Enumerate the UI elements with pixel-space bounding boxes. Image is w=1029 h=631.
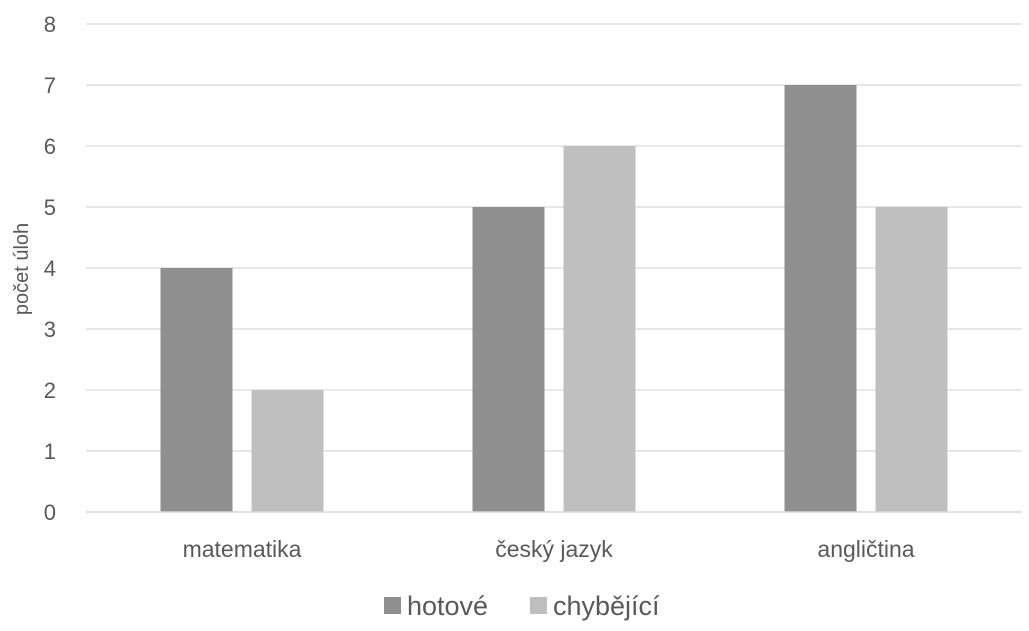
bar-chybějící-český jazyk xyxy=(563,146,636,512)
legend: hotové chybějící xyxy=(384,591,660,621)
y-tick-label: 5 xyxy=(44,195,56,220)
x-category-label: matematika xyxy=(183,536,302,562)
gridlines xyxy=(86,23,1022,452)
legend-swatch-hotové xyxy=(384,597,401,614)
y-tick-label: 2 xyxy=(44,378,56,403)
bar-chybějící-matematika xyxy=(251,390,324,512)
y-tick-label: 6 xyxy=(44,134,56,159)
legend-swatch-chybějící xyxy=(530,597,547,614)
y-tick-label: 7 xyxy=(44,73,56,98)
legend-label: hotové xyxy=(407,591,488,621)
legend-label: chybějící xyxy=(553,591,660,621)
bars xyxy=(160,85,948,512)
y-tick-label: 3 xyxy=(44,317,56,342)
y-tick-label: 4 xyxy=(44,256,56,281)
y-tick-label: 1 xyxy=(44,439,56,464)
bar-hotové-angličtina xyxy=(784,85,857,512)
bar-chybějící-angličtina xyxy=(875,207,948,512)
y-axis-title: počet úloh xyxy=(11,223,33,315)
y-tick-label: 0 xyxy=(44,500,56,525)
bar-hotové-český jazyk xyxy=(472,207,545,512)
bar-hotové-matematika xyxy=(160,268,233,512)
y-tick-label: 8 xyxy=(44,12,56,37)
axes: 0 1 2 3 4 5 6 7 8 matematika český jazyk angličtina xyxy=(44,12,1022,562)
x-category-label: český jazyk xyxy=(495,536,613,562)
x-category-label: angličtina xyxy=(817,536,914,562)
